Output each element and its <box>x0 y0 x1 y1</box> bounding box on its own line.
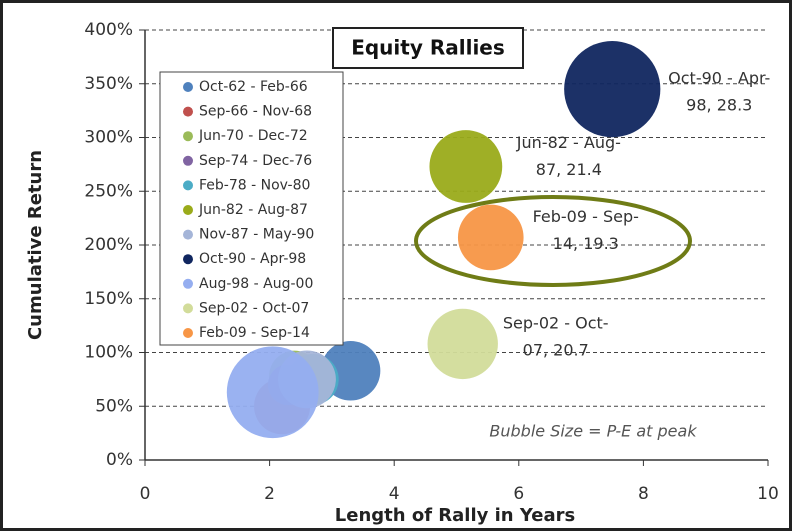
x-tick-label: 6 <box>513 484 524 504</box>
y-tick-label: 350% <box>84 74 133 94</box>
legend-label: Jun-70 - Dec-72 <box>198 128 308 144</box>
legend-marker <box>183 131 193 142</box>
y-tick-label: 400% <box>84 20 133 40</box>
legend-marker <box>183 303 193 314</box>
legend-marker <box>183 328 193 338</box>
y-tick-label: 0% <box>106 450 133 470</box>
legend-label: Jun-82 - Aug-87 <box>198 202 308 218</box>
data-label: 14, 19.3 <box>553 234 619 253</box>
y-tick-label: 50% <box>95 396 133 416</box>
y-tick-label: 200% <box>84 235 133 255</box>
y-axis-label: Cumulative Return <box>25 150 46 340</box>
data-label: Jun-82 - Aug- <box>516 133 621 152</box>
legend-marker <box>183 254 193 265</box>
legend-marker <box>183 229 193 240</box>
legend-label: Oct-90 - Apr-98 <box>199 251 306 267</box>
bubble <box>564 41 661 138</box>
legend-marker <box>183 106 193 117</box>
data-label: 98, 28.3 <box>686 96 752 115</box>
highlight-ellipse <box>414 195 692 287</box>
legend-label: Nov-87 - May-90 <box>199 227 314 243</box>
title-box <box>332 27 524 69</box>
y-tick-label: 100% <box>84 343 133 363</box>
data-label: Feb-09 - Sep- <box>533 207 639 226</box>
annotation: Bubble Size = P-E at peak <box>489 422 697 441</box>
data-label: Sep-02 - Oct- <box>503 313 609 332</box>
x-tick-label: 0 <box>140 484 151 504</box>
legend-label: Sep-74 - Dec-76 <box>199 153 312 169</box>
y-tick-label: 250% <box>84 181 133 201</box>
x-tick-label: 4 <box>389 484 400 504</box>
bubble <box>226 346 319 439</box>
legend-marker <box>183 82 193 92</box>
bubble <box>457 204 524 271</box>
data-label: Oct-90 - Apr- <box>668 69 770 88</box>
bubble <box>427 308 498 380</box>
legend-marker <box>183 278 193 289</box>
legend-label: Aug-98 - Aug-00 <box>199 276 313 292</box>
data-label: 07, 20.7 <box>523 340 589 359</box>
y-tick-label: 150% <box>84 289 133 309</box>
x-axis-label: Length of Rally in Years <box>335 505 575 526</box>
legend-marker <box>183 155 193 166</box>
data-label: 87, 21.4 <box>536 160 602 179</box>
bubble <box>429 130 503 203</box>
legend-label: Sep-66 - Nov-68 <box>199 104 312 120</box>
x-tick-label: 8 <box>638 484 649 504</box>
y-tick-label: 300% <box>84 128 133 148</box>
x-tick-label: 2 <box>264 484 275 504</box>
legend-label: Sep-02 - Oct-07 <box>199 300 309 316</box>
legend-label: Oct-62 - Feb-66 <box>199 79 308 95</box>
legend-marker <box>183 205 193 215</box>
chart-title: Equity Rallies <box>351 36 505 60</box>
legend-marker <box>183 180 193 191</box>
legend-label: Feb-78 - Nov-80 <box>199 177 310 193</box>
x-tick-label: 10 <box>757 484 779 504</box>
legend-label: Feb-09 - Sep-14 <box>199 325 310 341</box>
